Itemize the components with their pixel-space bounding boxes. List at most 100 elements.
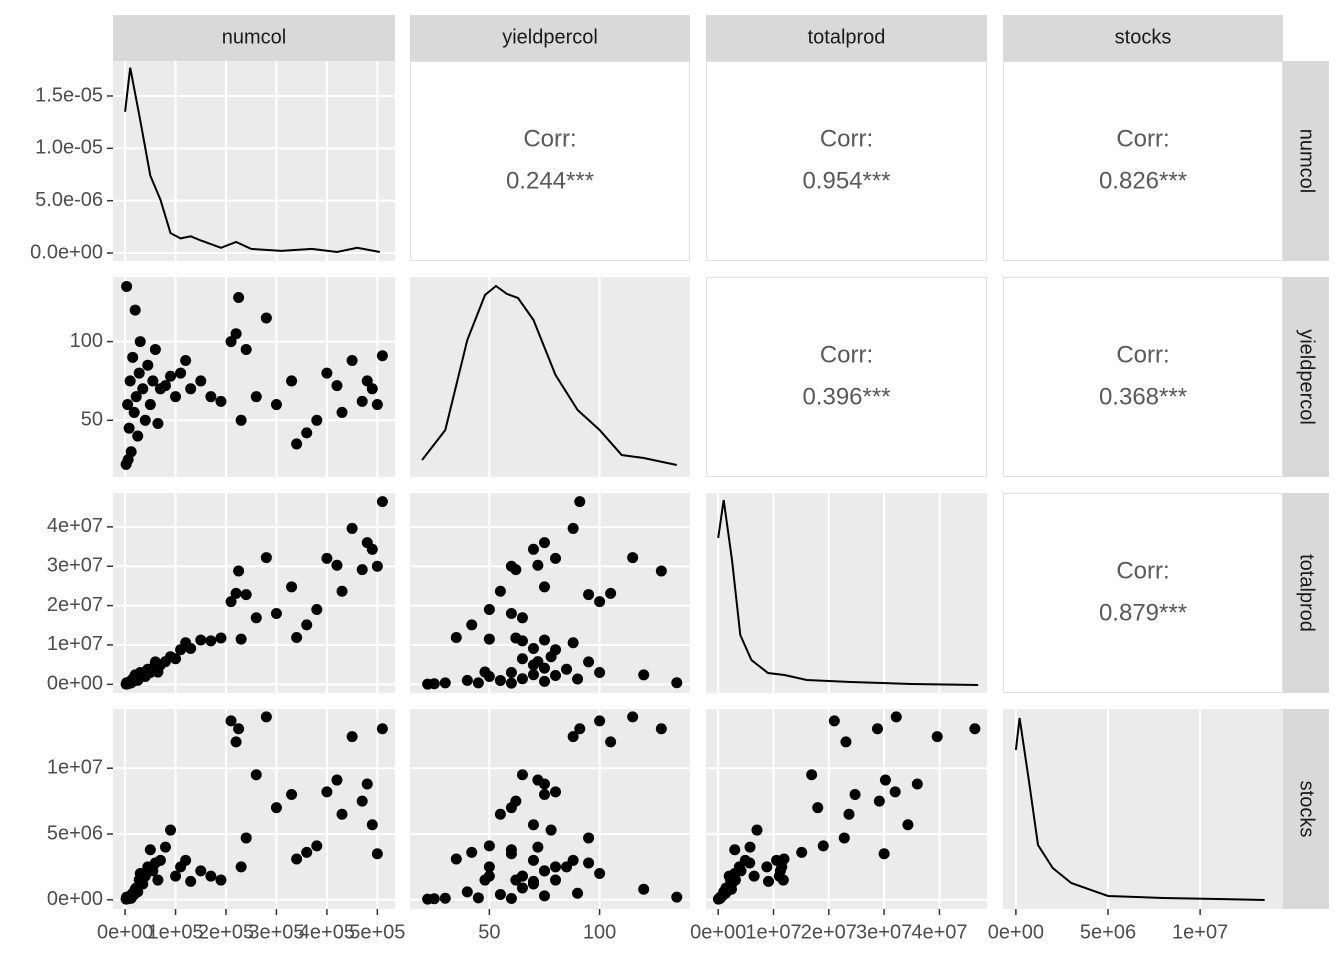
point (735, 865, 747, 877)
y-tick-label: 50 (81, 409, 103, 431)
strip-label: stocks (1296, 781, 1318, 838)
point (538, 778, 550, 790)
corr-panel (1003, 61, 1283, 261)
point (594, 596, 606, 608)
point (205, 391, 217, 403)
point (142, 359, 154, 371)
point (132, 886, 144, 898)
point (550, 874, 562, 886)
corr-panel (706, 61, 987, 261)
point (250, 391, 262, 403)
point (311, 840, 323, 852)
point (175, 367, 187, 379)
point (260, 312, 272, 324)
point (627, 711, 639, 723)
point (331, 559, 343, 571)
point (655, 723, 667, 735)
point (483, 840, 495, 852)
point (149, 343, 161, 355)
point (233, 291, 245, 303)
point (260, 711, 272, 723)
corr-value: 0.954*** (802, 167, 890, 194)
x-tick-label: 5e+05 (349, 921, 405, 943)
point (510, 874, 522, 886)
point (170, 391, 182, 403)
panel (706, 493, 987, 693)
point (195, 634, 207, 646)
y-tick-label: 100 (70, 330, 103, 352)
strip-label: yieldpercol (502, 26, 598, 48)
panel (410, 493, 690, 693)
point (361, 778, 373, 790)
y-tick-label: 4e+07 (47, 515, 103, 537)
y-tick-label: 5.0e-06 (35, 189, 103, 211)
strip-label: stocks (1115, 26, 1172, 48)
point (311, 414, 323, 426)
panel (113, 277, 395, 477)
point (849, 789, 861, 801)
point (583, 857, 595, 869)
density-line (1014, 717, 1265, 901)
point (812, 802, 824, 814)
point (889, 786, 901, 798)
corr-title: Corr: (820, 125, 873, 152)
point (505, 667, 517, 679)
x-tick-label: 4e+07 (911, 921, 967, 943)
point (550, 552, 562, 564)
corr-value: 0.826*** (1099, 167, 1187, 194)
point (291, 631, 303, 643)
point (505, 892, 517, 904)
point (122, 399, 134, 411)
point (494, 585, 506, 597)
point (225, 336, 237, 348)
point (225, 715, 237, 727)
point (510, 632, 522, 644)
point (122, 678, 134, 690)
point (567, 731, 579, 743)
point (371, 848, 383, 860)
point (879, 774, 891, 786)
point (516, 769, 528, 781)
point (873, 795, 885, 807)
point (550, 861, 562, 873)
point (225, 596, 237, 608)
point (366, 383, 378, 395)
point (461, 886, 473, 898)
point (828, 715, 840, 727)
point (510, 795, 522, 807)
point (969, 723, 981, 735)
point (583, 589, 595, 601)
point (538, 581, 550, 593)
point (561, 663, 573, 675)
point (505, 607, 517, 619)
point (361, 375, 373, 387)
point (159, 380, 171, 392)
point (572, 673, 584, 685)
y-tick-label: 0.0e+00 (30, 241, 103, 263)
point (527, 819, 539, 831)
point (152, 417, 164, 429)
point (371, 399, 383, 411)
strip-label: totalprod (808, 26, 886, 48)
point (713, 893, 725, 905)
point (450, 631, 462, 643)
point (550, 670, 562, 682)
point (132, 430, 144, 442)
point (185, 875, 197, 887)
point (240, 589, 252, 601)
point (567, 522, 579, 534)
point (583, 832, 595, 844)
point (494, 889, 506, 901)
strip-label: totalprod (1296, 554, 1318, 632)
point (777, 874, 789, 886)
point (260, 552, 272, 564)
corr-value: 0.244*** (506, 167, 594, 194)
point (144, 844, 156, 856)
point (594, 715, 606, 727)
point (494, 674, 506, 686)
point (532, 559, 544, 571)
point (235, 414, 247, 426)
point (638, 669, 650, 681)
corr-panel (410, 61, 690, 261)
point (366, 543, 378, 555)
